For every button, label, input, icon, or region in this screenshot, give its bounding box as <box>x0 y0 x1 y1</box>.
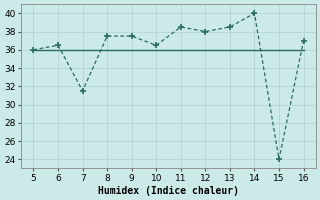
X-axis label: Humidex (Indice chaleur): Humidex (Indice chaleur) <box>98 186 239 196</box>
